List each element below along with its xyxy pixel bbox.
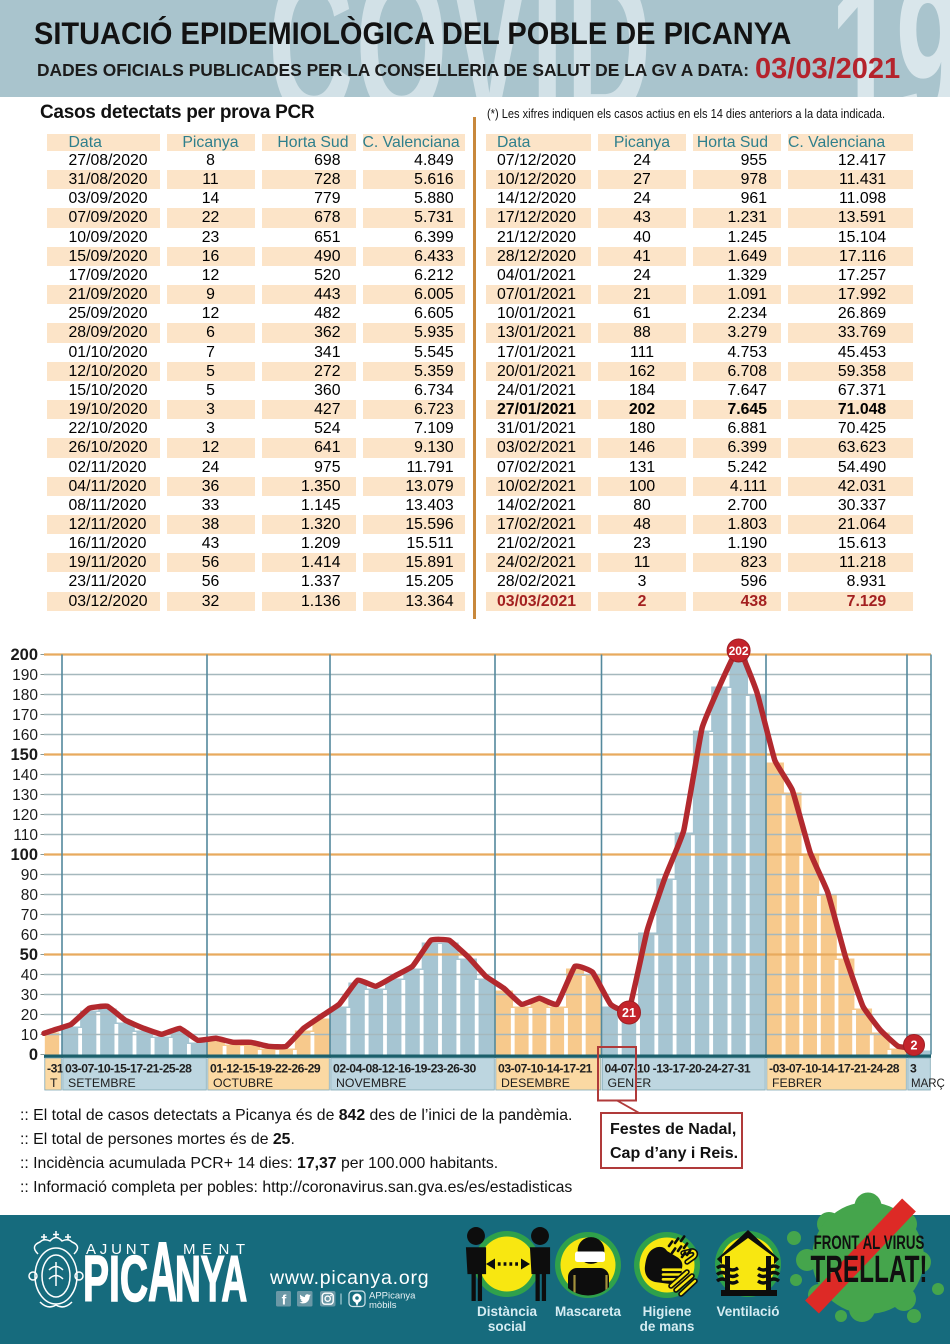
svg-text:TRELLAT!: TRELLAT!	[810, 1247, 927, 1290]
svg-text:120: 120	[12, 807, 38, 824]
svg-text:40: 40	[21, 967, 39, 984]
svg-text:3: 3	[910, 1062, 917, 1076]
svg-text:SETEMBRE: SETEMBRE	[68, 1076, 136, 1090]
svg-text:MARÇ: MARÇ	[911, 1078, 945, 1090]
svg-text:Distància: Distància	[477, 1304, 538, 1319]
svg-text:30: 30	[21, 987, 39, 1004]
svg-text:T: T	[50, 1076, 58, 1090]
svg-text:80: 80	[21, 887, 39, 904]
svg-text:20: 20	[21, 1007, 39, 1024]
svg-text:01-12-15-19-22-26-29: 01-12-15-19-22-26-29	[210, 1062, 321, 1076]
svg-text:70: 70	[21, 907, 39, 924]
svg-text:60: 60	[21, 927, 39, 944]
svg-text:social: social	[488, 1319, 526, 1334]
svg-text:GENER: GENER	[608, 1076, 652, 1090]
svg-text:100: 100	[10, 846, 38, 864]
svg-text:Higiene: Higiene	[643, 1304, 692, 1319]
svg-text:OCTUBRE: OCTUBRE	[213, 1076, 273, 1090]
svg-text:150: 150	[10, 746, 38, 764]
svg-text:-03-07-10-14-17-21-24-28: -03-07-10-14-17-21-24-28	[769, 1062, 900, 1076]
svg-text:PIC: PIC	[83, 1243, 148, 1316]
svg-text:03-07-10-14-17-21: 03-07-10-14-17-21	[498, 1062, 593, 1076]
svg-text:202: 202	[729, 644, 749, 658]
svg-text:02-04-08-12-16-19-23-26-30: 02-04-08-12-16-19-23-26-30	[333, 1062, 476, 1076]
svg-text:NOVEMBRE: NOVEMBRE	[336, 1076, 406, 1090]
svg-text:Ventilació: Ventilació	[716, 1304, 779, 1319]
svg-text:21: 21	[622, 1006, 636, 1020]
svg-text:mòbils: mòbils	[369, 1300, 397, 1311]
svg-text:www.picanya.org: www.picanya.org	[269, 1267, 429, 1289]
svg-text:f: f	[282, 1292, 287, 1308]
svg-text:APPicanya: APPicanya	[369, 1291, 416, 1302]
svg-text:04-07-10 -13-17-20-24-27-31: 04-07-10 -13-17-20-24-27-31	[605, 1062, 751, 1076]
svg-text:NYA: NYA	[175, 1244, 247, 1316]
svg-text:de mans: de mans	[640, 1319, 695, 1334]
svg-text:110: 110	[13, 827, 38, 844]
svg-text:10: 10	[21, 1027, 39, 1044]
svg-text:DESEMBRE: DESEMBRE	[501, 1076, 570, 1090]
svg-text:0: 0	[29, 1046, 38, 1064]
svg-text:90: 90	[21, 867, 39, 884]
svg-text:160: 160	[12, 727, 38, 744]
svg-text:200: 200	[10, 646, 38, 664]
svg-text:Mascareta: Mascareta	[555, 1304, 622, 1319]
svg-text:2: 2	[911, 1039, 918, 1053]
svg-text:03-07-10-15-17-21-25-28: 03-07-10-15-17-21-25-28	[65, 1062, 192, 1076]
svg-text:AJUNT: AJUNT	[86, 1241, 153, 1258]
svg-text:MENT: MENT	[183, 1241, 252, 1258]
svg-text:FEBRER: FEBRER	[772, 1076, 822, 1090]
svg-text:140: 140	[12, 767, 38, 784]
svg-text:FRONT AL VIRUS: FRONT AL VIRUS	[814, 1233, 925, 1254]
svg-text:170: 170	[12, 707, 38, 724]
svg-text:130: 130	[12, 787, 38, 804]
svg-text:A: A	[148, 1225, 177, 1319]
svg-text:180: 180	[12, 687, 38, 704]
svg-text:190: 190	[12, 667, 38, 684]
svg-text:-31: -31	[47, 1062, 64, 1076]
svg-text:50: 50	[20, 946, 38, 964]
